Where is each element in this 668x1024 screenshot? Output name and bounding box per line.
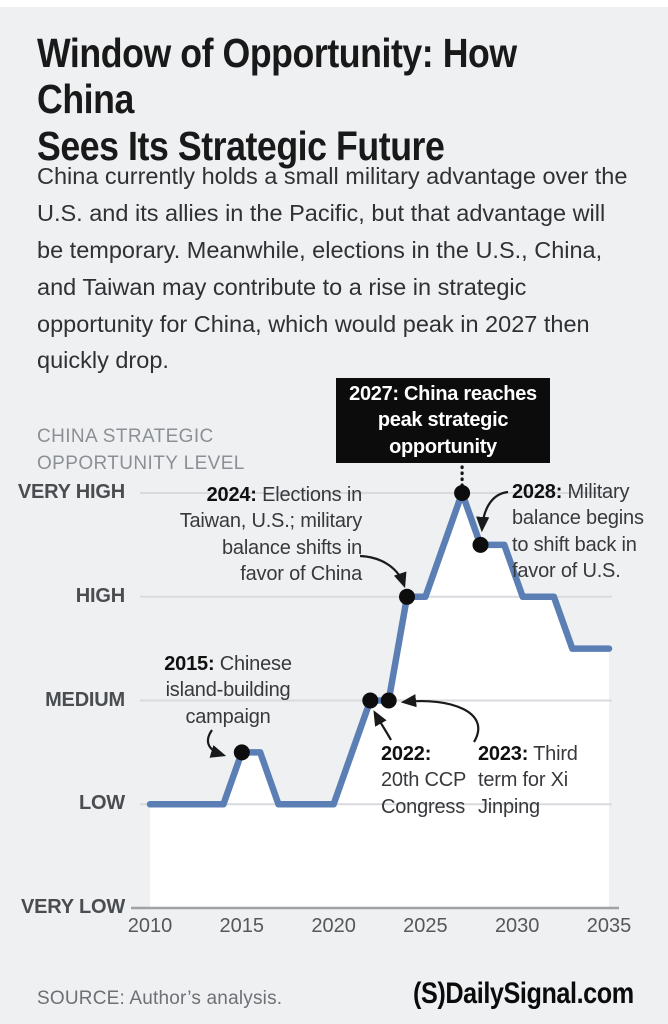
annotation-2024-text: favor of China	[240, 563, 362, 586]
annotation-2015-text: Chinese	[214, 653, 292, 675]
arrow-2023	[400, 694, 480, 743]
x-axis-label-2025: 2025	[403, 915, 448, 937]
event-dot-2027	[454, 485, 471, 501]
annotation-2022-text: 20th CCP	[381, 769, 467, 792]
annotation-2028-text: favor of U.S.	[512, 560, 621, 583]
chart-axis-title: CHINA STRATEGIC OPPORTUNITY LEVEL	[37, 424, 245, 477]
chart-axis-title-line-2: OPPORTUNITY LEVEL	[37, 452, 245, 474]
y-axis-label-very-low: VERY LOW	[21, 896, 125, 918]
y-axis-label-very-high: VERY HIGH	[17, 481, 125, 503]
annotation-2022-year: 2022:	[381, 743, 432, 765]
annotation-2024-text: Taiwan, U.S.; military	[179, 510, 363, 533]
annotation-2028-text: balance begins	[512, 507, 644, 530]
annotation-2015-text: island-building	[165, 679, 291, 702]
annotation-2028-year: 2028:	[512, 481, 563, 503]
event-dot-2023	[380, 692, 397, 709]
peak-callout-line-3: opportunity	[389, 435, 497, 458]
annotation-2015-text: campaign	[185, 705, 271, 728]
page-title-line-2: Sees Its Strategic Future	[37, 122, 445, 169]
arrow-2022	[373, 710, 392, 741]
annotation-2028-text: to shift back in	[512, 533, 637, 556]
annotation-2023-text: Jinping	[478, 795, 540, 818]
x-axis-label-2035: 2035	[586, 915, 632, 937]
event-dot-2028	[472, 536, 489, 553]
annotation-2022-text: Congress	[381, 795, 465, 818]
event-dot-2024	[399, 588, 415, 605]
annotation-2024-text: Elections in	[256, 484, 362, 506]
page-title: Window of Opportunity: How China Sees It…	[37, 30, 594, 169]
annotation-2022: 2022: 20th CCP Congress	[381, 741, 466, 820]
arrow-2024	[359, 554, 407, 589]
x-axis-label-2030: 2030	[494, 915, 540, 937]
subtitle-paragraph: China currently holds a small military a…	[37, 163, 628, 374]
event-dot-2015	[233, 744, 250, 761]
y-axis-label-medium: MEDIUM	[45, 688, 125, 711]
annotation-2015: 2015: Chinese island-building campaign	[164, 651, 292, 730]
peak-callout-line-2: peak strategic	[377, 409, 509, 432]
page-title-line-1: Window of Opportunity: How China	[37, 30, 517, 123]
y-axis-label-high: HIGH	[75, 584, 125, 607]
annotation-2024-year: 2024:	[206, 484, 257, 506]
annotation-2028: 2028: Military balance begins to shift b…	[512, 479, 644, 585]
annotation-2023-text: term for Xi	[478, 769, 569, 792]
annotation-2023: 2023: Third term for Xi Jinping	[478, 741, 578, 820]
arrow-2028	[476, 490, 509, 533]
annotation-2023-text: Third	[528, 743, 578, 765]
peak-callout-box: 2027: China reaches peak strategic oppor…	[336, 378, 550, 463]
arrow-2015	[206, 729, 227, 758]
annotation-2023-year: 2023:	[478, 743, 529, 765]
daily-signal-logo: (S)DailySignal.com	[413, 977, 634, 1010]
y-axis-label-low: LOW	[78, 792, 125, 815]
x-axis-label-2015: 2015	[219, 915, 265, 937]
chart-axis-title-line-1: CHINA STRATEGIC	[37, 426, 214, 447]
annotation-2028-text: Military	[562, 481, 630, 503]
event-dot-2022	[362, 692, 379, 709]
x-axis-label-2020: 2020	[311, 915, 356, 937]
annotation-2024-text: balance shifts in	[221, 536, 362, 559]
source-note: SOURCE: Author’s analysis.	[37, 988, 283, 1009]
annotation-2024: 2024: Elections in Taiwan, U.S.; militar…	[179, 482, 363, 588]
peak-callout-line-1: 2027: China reaches	[349, 382, 537, 405]
top-strip	[0, 0, 668, 7]
x-axis-label-2010: 2010	[127, 915, 173, 937]
annotation-2015-year: 2015:	[164, 653, 215, 675]
